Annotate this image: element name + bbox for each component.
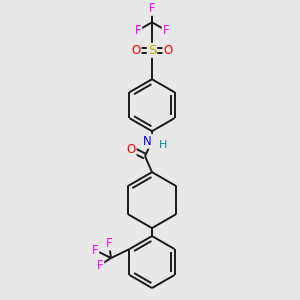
- Text: F: F: [106, 237, 112, 250]
- Text: N: N: [143, 135, 152, 148]
- Text: S: S: [148, 44, 156, 57]
- Text: O: O: [126, 143, 136, 156]
- Text: F: F: [97, 259, 103, 272]
- Text: F: F: [135, 24, 141, 37]
- Text: O: O: [131, 44, 141, 57]
- Text: H: H: [159, 140, 167, 150]
- Text: F: F: [163, 24, 169, 37]
- Text: F: F: [92, 244, 98, 256]
- Text: O: O: [164, 44, 172, 57]
- Text: F: F: [149, 2, 155, 15]
